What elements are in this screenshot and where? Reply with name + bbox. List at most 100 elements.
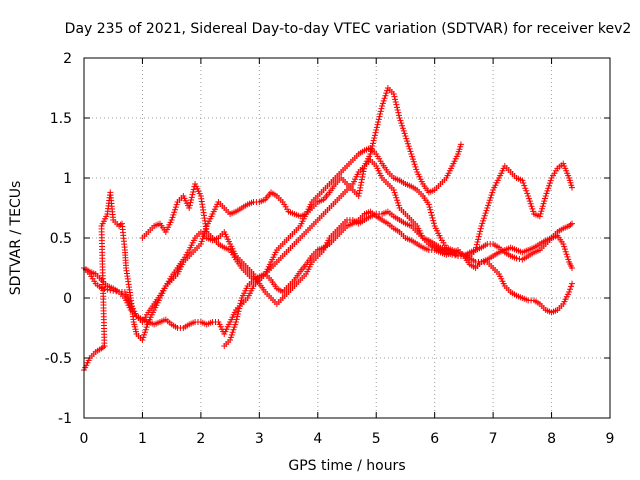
series-trace-2 — [139, 145, 576, 283]
data-point-plus — [382, 92, 389, 99]
data-point-plus — [393, 101, 400, 108]
data-point-plus — [395, 109, 402, 116]
data-point-plus — [378, 105, 385, 112]
data-point-plus — [474, 239, 481, 245]
data-point-plus — [99, 344, 106, 351]
data-point-plus — [390, 187, 397, 193]
data-point-plus — [521, 182, 528, 189]
data-point-plus — [376, 113, 383, 120]
x-tick-label: 2 — [196, 431, 205, 447]
data-point-plus — [537, 210, 544, 217]
data-point-plus — [569, 184, 576, 191]
data-point-plus — [482, 210, 489, 217]
x-tick-label: 0 — [80, 431, 89, 447]
y-tick-label: 2 — [63, 51, 72, 67]
data-point-plus — [413, 166, 420, 173]
data-point-plus — [379, 103, 386, 109]
data-point-plus — [566, 289, 573, 295]
data-point-plus — [232, 321, 239, 328]
data-point-plus — [373, 124, 380, 131]
data-point-plus — [377, 108, 384, 115]
x-tick-label: 6 — [430, 431, 439, 447]
x-tick-label: 1 — [138, 431, 147, 447]
data-point-plus — [429, 214, 436, 221]
data-point-plus — [402, 133, 409, 139]
data-point-plus — [412, 163, 419, 170]
data-point-plus — [360, 168, 367, 175]
data-point-plus — [383, 90, 390, 97]
data-point-plus — [141, 329, 148, 336]
data-point-plus — [371, 135, 378, 141]
data-point-plus — [173, 201, 180, 208]
x-tick-label: 7 — [489, 431, 498, 447]
data-point-plus — [168, 217, 175, 223]
data-point-plus — [524, 190, 531, 197]
data-point-plus — [513, 255, 520, 262]
data-point-plus — [380, 97, 387, 104]
data-point-plus — [516, 256, 523, 262]
data-point-plus — [370, 137, 377, 144]
data-point-plus — [546, 182, 553, 189]
data-point-plus — [391, 93, 398, 100]
data-points — [81, 85, 576, 373]
data-point-plus — [541, 198, 548, 205]
data-point-plus — [171, 209, 178, 216]
data-point-plus — [569, 265, 576, 271]
data-point-plus — [476, 231, 483, 237]
data-point-plus — [568, 283, 575, 290]
data-point-plus — [390, 91, 397, 97]
data-point-plus — [359, 171, 366, 178]
data-point-plus — [541, 195, 548, 202]
data-point-plus — [489, 189, 496, 196]
data-point-plus — [230, 326, 237, 333]
data-point-plus — [392, 96, 399, 103]
data-point-plus — [480, 215, 487, 222]
x-tick-label: 3 — [255, 431, 264, 447]
series-trace-5 — [221, 208, 576, 349]
data-point-plus — [545, 185, 552, 192]
data-point-plus — [357, 184, 364, 191]
data-point-plus — [426, 204, 433, 211]
data-point-plus — [543, 190, 550, 197]
data-point-plus — [430, 217, 437, 224]
data-point-plus — [484, 205, 491, 211]
y-tick-label: -0.5 — [45, 351, 72, 367]
data-point-plus — [529, 205, 536, 212]
data-point-plus — [406, 145, 413, 152]
data-point-plus — [357, 182, 364, 189]
data-point-plus — [540, 200, 547, 207]
data-point-plus — [367, 151, 374, 157]
data-point-plus — [394, 107, 401, 113]
data-point-plus — [569, 280, 576, 287]
data-point-plus — [394, 197, 401, 204]
data-point-plus — [169, 214, 176, 221]
data-point-plus — [430, 220, 437, 227]
data-point-plus — [238, 297, 245, 304]
axis-ticks: 0 1 2 3 4 5 6 7 8 9 -1 -0.5 0 0.5 1 1.5 2 — [45, 51, 615, 447]
y-tick-label: 1 — [63, 171, 72, 187]
data-point-plus — [481, 212, 488, 219]
data-point-plus — [561, 243, 568, 250]
data-point-plus — [428, 209, 435, 216]
data-point-plus — [197, 241, 204, 247]
data-point-plus — [473, 241, 480, 248]
data-point-plus — [404, 140, 411, 147]
data-point-plus — [170, 211, 177, 218]
data-point-plus — [234, 311, 241, 317]
data-point-plus — [142, 326, 149, 333]
data-point-plus — [410, 158, 417, 165]
data-point-plus — [190, 189, 197, 195]
data-point-plus — [236, 305, 243, 312]
data-point-plus — [530, 208, 537, 215]
data-point-plus — [372, 129, 379, 136]
data-point-plus — [140, 334, 147, 341]
data-point-plus — [395, 202, 402, 209]
data-point-plus — [407, 148, 414, 155]
data-point-plus — [477, 228, 484, 235]
data-point-plus — [139, 337, 146, 343]
data-point-plus — [411, 161, 418, 168]
data-point-plus — [475, 236, 482, 243]
data-point-plus — [562, 248, 569, 255]
data-point-plus — [486, 197, 493, 204]
plot-frame — [83, 57, 611, 419]
